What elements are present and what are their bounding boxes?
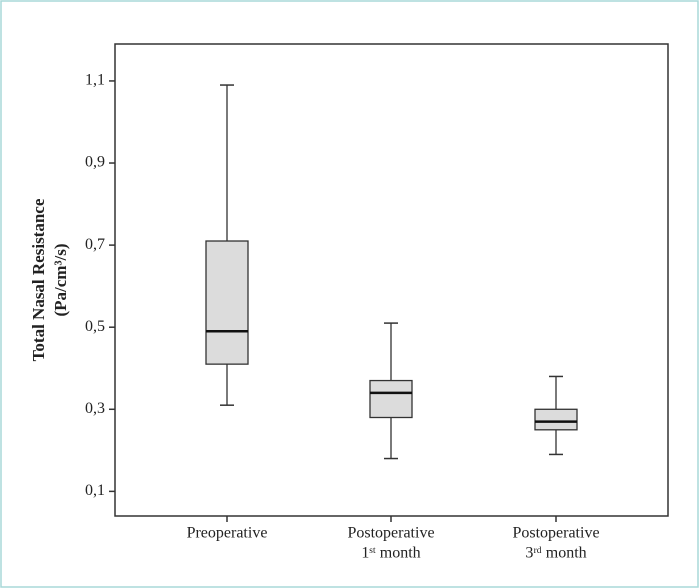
y-tick-label: 1,1 <box>85 72 105 89</box>
box <box>205 240 249 365</box>
y-label-line: Total Nasal Resistance <box>29 198 48 361</box>
y-tick-label: 0,7 <box>85 236 105 253</box>
x-tick-label: Preoperative <box>187 525 268 542</box>
y-axis-label: Total Nasal Resistance (Pa/cm³/s) <box>29 198 70 361</box>
box <box>369 379 413 419</box>
y-tick-label: 0,9 <box>85 154 105 171</box>
y-tick-label: 0,5 <box>85 318 105 335</box>
x-tick-label: 1ˢᵗ month <box>361 545 420 562</box>
y-label-line: (Pa/cm³/s) <box>51 243 70 316</box>
y-tick-label: 0,1 <box>85 482 105 499</box>
x-tick-label: Postoperative <box>512 525 599 542</box>
box <box>534 408 578 431</box>
y-tick-label: 0,3 <box>85 400 105 417</box>
x-tick-label: Postoperative <box>347 525 434 542</box>
x-tick-label: 3ʳᵈ month <box>525 545 586 562</box>
